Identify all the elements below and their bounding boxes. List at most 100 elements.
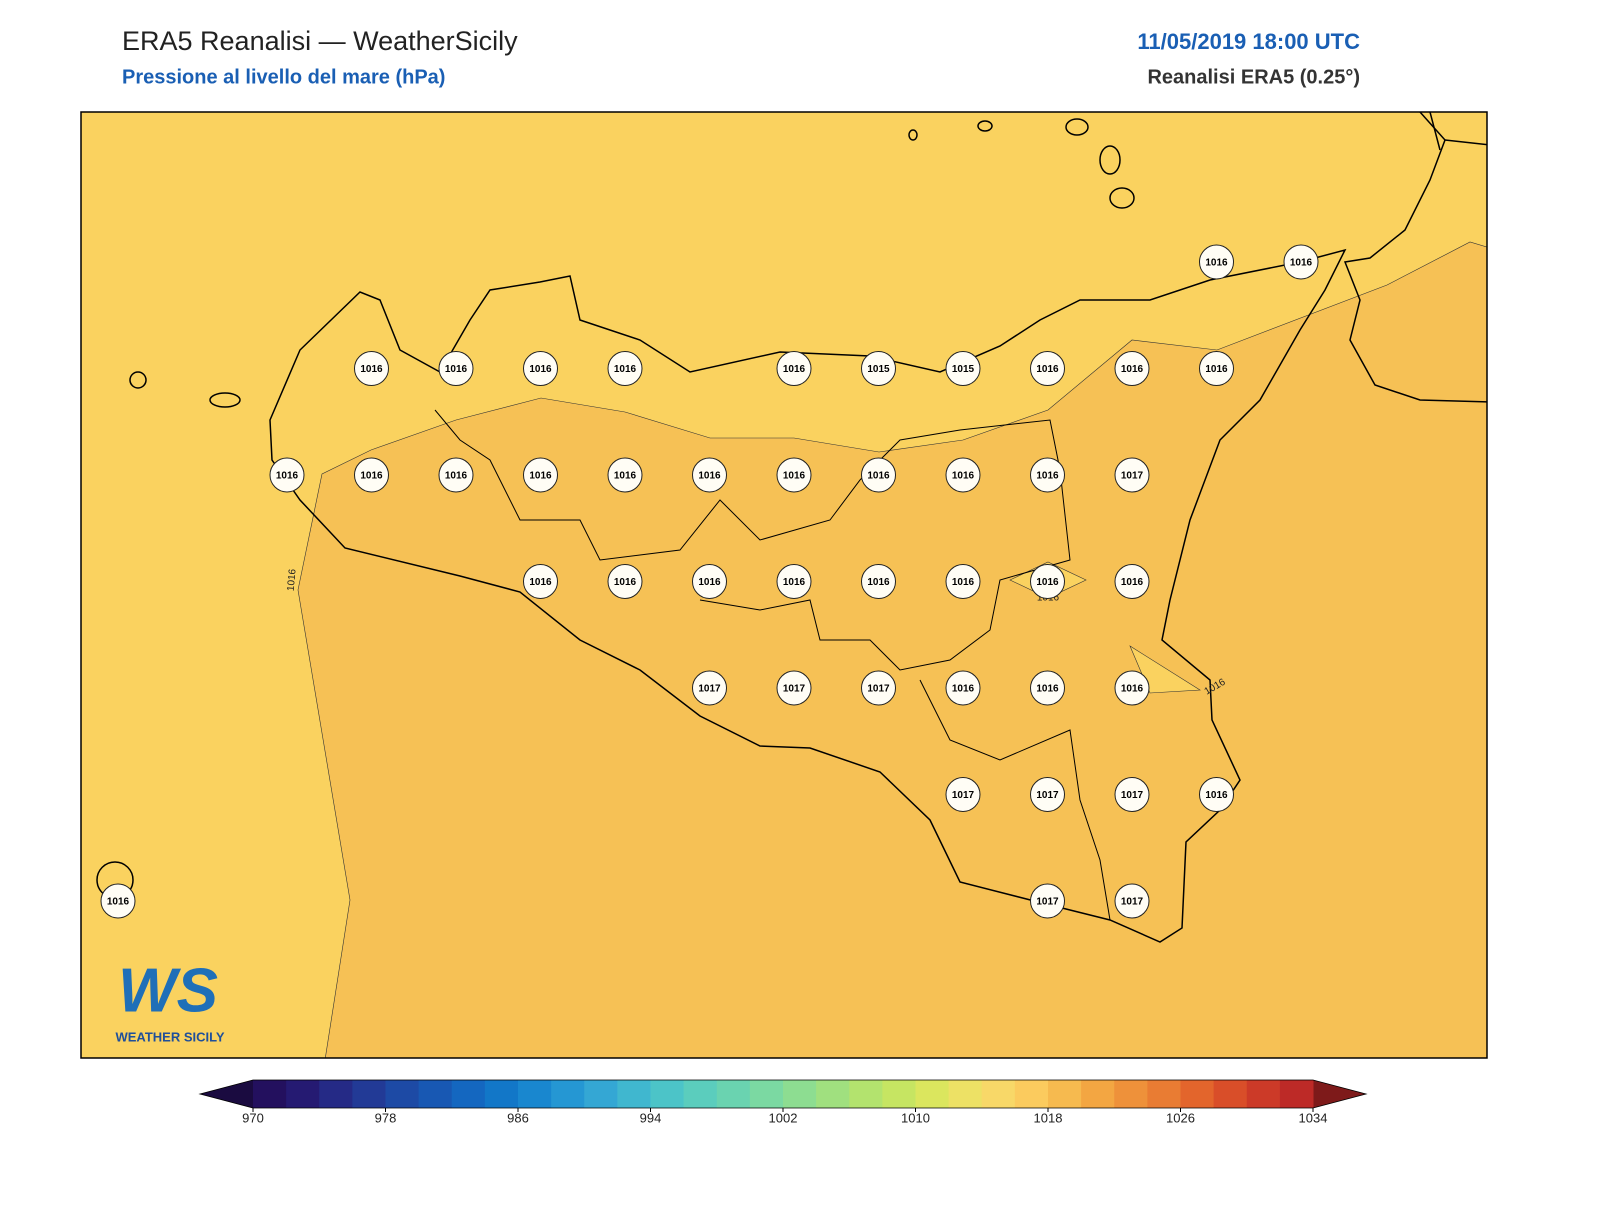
station-marker <box>269 457 305 493</box>
station-value: 1017 <box>698 684 721 695</box>
colorbar-tick-label: 986 <box>507 1110 529 1125</box>
station-value: 1016 <box>1205 364 1228 375</box>
colorbar-segment <box>650 1080 685 1108</box>
station-marker <box>692 457 727 493</box>
field-high <box>297 241 1487 1058</box>
colorbar-segment <box>484 1080 519 1108</box>
contour-label: 1016 <box>286 568 299 592</box>
station-value: 1016 <box>614 577 637 588</box>
colorbar-segment <box>1014 1080 1049 1108</box>
station-marker <box>1199 244 1234 280</box>
station-value: 1016 <box>952 684 975 695</box>
station-marker <box>523 457 558 493</box>
station-value: 1016 <box>698 471 721 482</box>
source: Reanalisi ERA5 (0.25°) <box>1147 66 1360 88</box>
map: 1016 1016 1016 1016 1016 1016 1016 1016 1016 1… <box>81 112 1487 1058</box>
coastline-sicily <box>269 248 1347 943</box>
colorbar-tick-label: 978 <box>375 1110 397 1125</box>
subtitle: Pressione al livello del mare (hPa) <box>122 66 445 88</box>
colorbar-segment <box>319 1080 353 1108</box>
station-value: 1016 <box>952 577 975 588</box>
colorbar-segment <box>617 1080 651 1108</box>
station-marker <box>861 564 896 599</box>
station-value: 1016 <box>445 364 468 375</box>
station-value: 1016 <box>529 364 552 375</box>
colorbar-segment <box>816 1080 850 1108</box>
station-value: 1016 <box>1121 684 1144 695</box>
colorbar-segment <box>551 1080 585 1108</box>
datetime: 11/05/2019 18:00 UTC <box>1137 29 1360 54</box>
station-value: 1016 <box>783 471 806 482</box>
station-value: 1016 <box>1036 471 1059 482</box>
station-marker <box>523 564 558 599</box>
colorbar-segment <box>849 1080 883 1108</box>
station-marker <box>1114 457 1150 493</box>
station-marker <box>945 777 981 812</box>
station-value: 1016 <box>360 364 383 375</box>
colorbar-segment <box>683 1080 718 1108</box>
colorbar-segment <box>1048 1080 1082 1108</box>
station-value: 1016 <box>614 364 637 375</box>
colorbar-segment <box>286 1080 320 1108</box>
station-marker <box>1283 244 1319 280</box>
station-marker <box>1114 564 1150 599</box>
station-value: 1016 <box>783 364 806 375</box>
station-value: 1016 <box>698 577 721 588</box>
colorbar-segment <box>783 1080 817 1108</box>
colorbar-under <box>200 1080 253 1108</box>
station-value: 1016 <box>1121 364 1144 375</box>
station-value: 1017 <box>1121 471 1144 482</box>
colorbar-segment <box>948 1080 983 1108</box>
station-marker <box>1114 777 1150 812</box>
coastline-calabria <box>1343 112 1487 403</box>
colorbar-tick-label: 1018 <box>1034 1110 1063 1125</box>
colorbar-segment <box>451 1080 486 1108</box>
station-marker <box>438 351 474 386</box>
colorbar-segment <box>915 1080 950 1108</box>
station-marker <box>1199 777 1234 812</box>
stations: 1016 1016 1016 1016 1016 1016 1016 1015 1015 1016… <box>100 244 1319 919</box>
station-marker <box>523 351 558 386</box>
station-value: 1016 <box>529 577 552 588</box>
station-marker <box>1030 883 1065 919</box>
colorbar-segment <box>518 1080 552 1108</box>
colorbar-tick-label: 1002 <box>769 1110 798 1125</box>
station-marker <box>1030 351 1065 386</box>
coastline-calabria <box>1429 112 1487 151</box>
station-marker <box>607 457 643 493</box>
station-value: 1016 <box>445 471 468 482</box>
station-marker <box>1030 457 1065 493</box>
station-marker <box>1030 777 1065 812</box>
station-marker <box>945 457 981 493</box>
station-marker <box>1114 670 1150 706</box>
islands <box>96 118 1135 899</box>
logo-mark: WS <box>118 956 218 1025</box>
station-value: 1016 <box>1121 577 1144 588</box>
station-marker <box>776 670 812 706</box>
colorbar-segment <box>981 1080 1016 1108</box>
colorbar-segment <box>1180 1080 1215 1108</box>
colorbar-segment <box>749 1080 784 1108</box>
station-value: 1017 <box>1121 897 1144 908</box>
station-value: 1016 <box>107 897 130 908</box>
station-marker <box>861 457 896 493</box>
colorbar-tick-label: 970 <box>242 1110 264 1125</box>
station-marker <box>1199 351 1234 386</box>
station-value: 1017 <box>1036 897 1059 908</box>
station-marker <box>776 351 812 386</box>
station-marker <box>354 351 389 386</box>
station-marker <box>607 351 643 386</box>
colorbar-segment <box>385 1080 420 1108</box>
station-marker <box>945 564 981 599</box>
colorbar-segment <box>1279 1080 1314 1108</box>
station-value: 1016 <box>783 577 806 588</box>
station-value: 1017 <box>1121 790 1144 801</box>
station-marker <box>861 351 896 386</box>
station-value: 1016 <box>529 471 552 482</box>
station-marker <box>607 564 643 599</box>
colorbar-segment <box>882 1080 916 1108</box>
colorbar: 970 978 986 994 1002 1010 1018 1026 1034 <box>198 1079 1368 1125</box>
station-value: 1016 <box>867 577 890 588</box>
station-marker <box>776 564 812 599</box>
